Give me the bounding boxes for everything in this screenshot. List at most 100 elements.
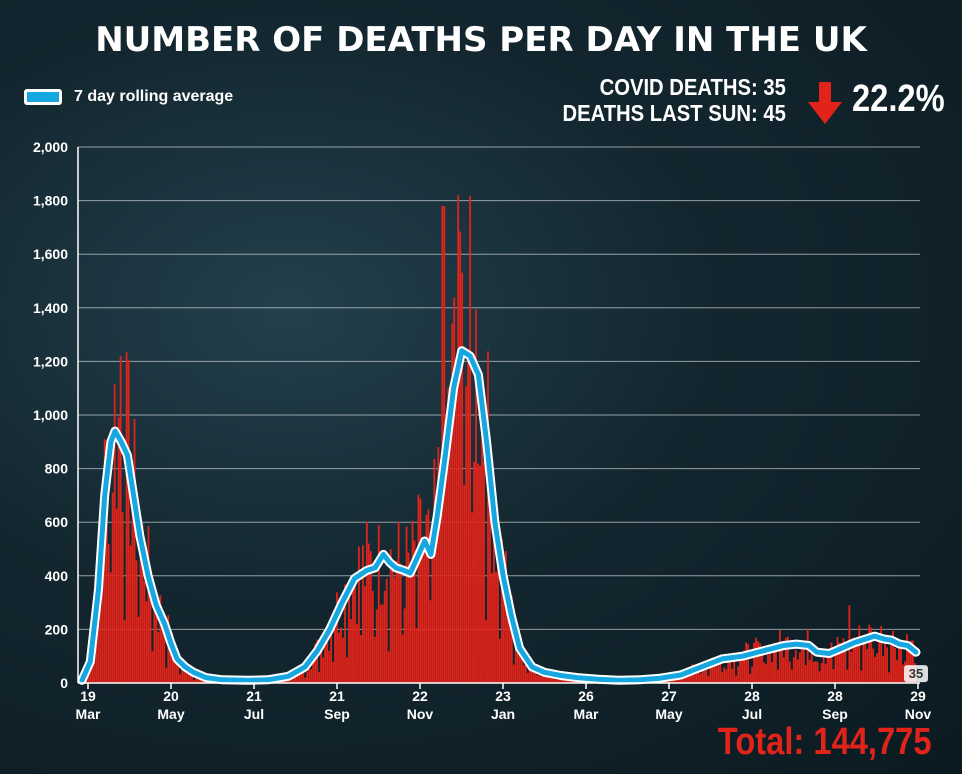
bar xyxy=(747,643,749,683)
bar xyxy=(322,657,325,683)
bar xyxy=(455,367,458,683)
bar xyxy=(485,619,487,683)
bar xyxy=(449,435,452,683)
bar xyxy=(830,642,833,683)
bar xyxy=(500,539,503,683)
bar xyxy=(701,666,704,683)
end-label: 35 xyxy=(904,665,928,683)
bar xyxy=(332,661,334,683)
bar xyxy=(385,578,388,683)
bar xyxy=(361,545,364,683)
bar xyxy=(369,551,372,683)
bar xyxy=(804,665,807,683)
stats-panel: COVID DEATHS: 35 DEATHS LAST SUN: 45 xyxy=(563,74,786,126)
bar xyxy=(383,590,386,683)
rolling-average-line-path xyxy=(79,348,919,683)
x-tick-month: May xyxy=(157,706,184,722)
bar xyxy=(493,527,495,683)
bar xyxy=(784,637,787,683)
bar xyxy=(528,667,531,683)
bar xyxy=(187,672,190,683)
bar xyxy=(469,195,471,683)
bar xyxy=(777,669,779,683)
x-tick-month: Sep xyxy=(324,706,350,722)
bar xyxy=(898,643,900,683)
bar xyxy=(711,661,714,683)
x-tick-month: Jul xyxy=(244,706,264,722)
bar xyxy=(173,652,176,683)
y-tick-label: 1,400 xyxy=(33,300,68,316)
bar xyxy=(334,628,336,683)
x-tick-month: Sep xyxy=(822,706,848,722)
bar xyxy=(411,520,414,683)
bar xyxy=(703,670,706,683)
bar xyxy=(705,664,708,683)
x-tick-day: 29 xyxy=(910,688,926,704)
bar xyxy=(431,535,434,683)
bar xyxy=(316,639,319,683)
bar xyxy=(387,651,390,683)
rolling-average-line xyxy=(77,346,921,685)
bar xyxy=(737,666,740,683)
legend-swatch-rolling-average xyxy=(24,89,62,105)
bar xyxy=(862,638,865,683)
bar xyxy=(153,592,156,683)
bar xyxy=(177,657,180,683)
bar xyxy=(812,662,815,683)
bar xyxy=(481,391,483,683)
bar xyxy=(346,657,348,683)
bar xyxy=(685,676,688,683)
bar xyxy=(119,356,122,683)
x-tick-month: Jul xyxy=(742,706,762,722)
bar xyxy=(836,636,839,683)
bar xyxy=(181,658,184,683)
bar xyxy=(288,678,291,683)
bar xyxy=(912,640,914,683)
bar xyxy=(459,231,462,683)
bar xyxy=(499,638,501,683)
y-tick-label: 800 xyxy=(45,461,69,477)
bar xyxy=(105,441,108,683)
bar xyxy=(377,524,380,683)
bar xyxy=(290,680,293,683)
bar xyxy=(886,647,888,683)
bar xyxy=(820,663,823,683)
bar xyxy=(552,676,555,683)
bar xyxy=(900,645,902,683)
bar xyxy=(679,679,682,683)
x-tick-day: 26 xyxy=(578,688,594,704)
bar xyxy=(874,656,877,683)
axes xyxy=(77,147,920,684)
bar xyxy=(502,596,505,683)
bar xyxy=(522,665,525,683)
bar xyxy=(393,577,396,683)
bar xyxy=(735,675,738,683)
bar xyxy=(371,590,374,683)
bar xyxy=(405,526,408,683)
bar xyxy=(834,649,837,683)
bar xyxy=(828,657,831,683)
gridlines xyxy=(78,146,920,630)
bar xyxy=(314,643,317,683)
bar xyxy=(350,619,352,683)
bar xyxy=(844,646,847,683)
bar xyxy=(548,676,551,683)
bar xyxy=(113,384,116,683)
bar xyxy=(888,672,890,683)
bar xyxy=(683,675,686,683)
bar xyxy=(794,649,797,683)
chart-title: NUMBER OF DEATHS PER DAY IN THE UK xyxy=(95,20,867,60)
bar xyxy=(433,458,436,683)
bar xyxy=(320,643,323,683)
bar xyxy=(326,633,329,683)
bar xyxy=(403,608,406,683)
y-tick-label: 200 xyxy=(45,621,69,637)
bar xyxy=(423,538,426,683)
bar xyxy=(95,633,98,683)
bar xyxy=(854,643,857,683)
bar xyxy=(850,652,853,683)
bar xyxy=(723,667,726,683)
bar xyxy=(328,650,331,683)
bar xyxy=(518,634,521,683)
bar xyxy=(826,655,829,683)
